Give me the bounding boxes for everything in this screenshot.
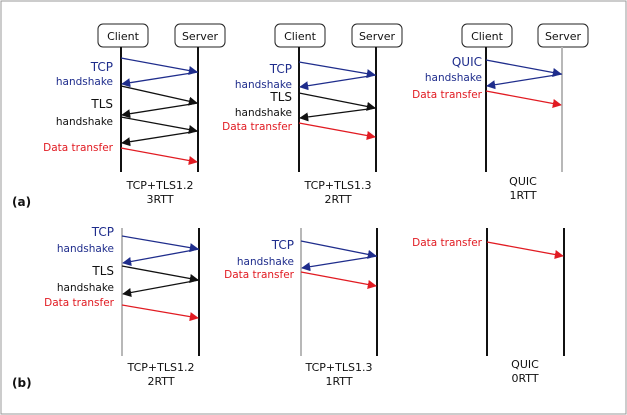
tls-handshake-label: handshake <box>235 107 292 119</box>
tcp-handshake-label: handshake <box>237 256 294 268</box>
server-label: Server <box>359 30 396 43</box>
tls-arrow <box>120 116 198 134</box>
data-transfer-label: Data transfer <box>44 297 115 309</box>
client-label: Client <box>107 30 140 43</box>
tls-arrow <box>121 265 199 283</box>
caption-protocol: TCP+TLS1.3 <box>304 179 372 192</box>
data-transfer-label: Data transfer <box>412 237 483 249</box>
client-label: Client <box>471 30 504 43</box>
tls-handshake-label: handshake <box>57 282 114 294</box>
panel-label-a: (a) <box>12 195 31 209</box>
data-arrow <box>485 90 562 108</box>
tcp-arrow <box>121 235 199 253</box>
tls-label: TLS <box>90 97 113 111</box>
tls-label: TLS <box>91 264 114 278</box>
tls-arrow <box>121 130 199 147</box>
tls-arrow <box>299 107 377 122</box>
tcp-label: TCP <box>269 62 292 76</box>
caption-protocol: TCP+TLS1.2 <box>127 361 195 374</box>
diagram-quic-resumed: Data transfer QUIC 0RTT <box>412 228 565 385</box>
diagram-tcp-tls13-resumed: TCP handshake Data transfer TCP+TLS1.3 1… <box>224 228 378 388</box>
tls-arrow <box>121 102 199 119</box>
caption-rtt: 1RTT <box>325 375 352 388</box>
caption-protocol: TCP+TLS1.2 <box>126 179 194 192</box>
tcp-arrow <box>120 57 198 75</box>
tcp-label: TCP <box>90 60 113 74</box>
quic-label: QUIC <box>452 55 482 69</box>
caption-protocol: QUIC <box>511 358 539 371</box>
quic-handshake-label: handshake <box>425 72 482 84</box>
caption-rtt: 2RTT <box>147 375 174 388</box>
client-label: Client <box>284 30 317 43</box>
quic-arrow <box>486 73 563 90</box>
diagram-tcp-tls13-full: Client Server TCP handshake TLS handshak… <box>222 23 403 206</box>
data-arrow <box>300 271 377 289</box>
tcp-arrow <box>122 248 200 266</box>
server-label: Server <box>182 30 219 43</box>
data-transfer-label: Data transfer <box>224 269 295 281</box>
server-box <box>174 23 226 48</box>
client-box <box>97 23 149 48</box>
data-arrow <box>120 147 198 165</box>
quic-arrow <box>485 59 562 77</box>
diagram-tcp-tls12-full: Client Server TCP handshake TLS handshak… <box>43 23 226 206</box>
caption-rtt: 3RTT <box>146 193 173 206</box>
caption-rtt: 2RTT <box>324 193 351 206</box>
data-arrow <box>121 304 199 322</box>
tcp-arrow <box>301 255 378 272</box>
tcp-handshake-label: handshake <box>235 79 292 91</box>
tcp-label: TCP <box>271 238 294 252</box>
tls-handshake-label: handshake <box>56 116 113 128</box>
data-transfer-label: Data transfer <box>222 121 293 133</box>
diagram-tcp-tls12-resumed: TCP handshake TLS handshake Data transfe… <box>44 225 200 388</box>
tcp-handshake-label: handshake <box>57 243 114 255</box>
data-transfer-label: Data transfer <box>412 89 483 101</box>
tcp-arrow <box>299 74 377 91</box>
tcp-arrow <box>121 71 199 88</box>
tcp-arrow <box>300 240 377 259</box>
data-arrow <box>486 241 564 259</box>
data-transfer-label: Data transfer <box>43 142 114 154</box>
panel-label-b: (b) <box>12 376 32 390</box>
caption-protocol: TCP+TLS1.3 <box>305 361 373 374</box>
tls-arrow <box>298 92 376 111</box>
tcp-arrow <box>298 61 376 79</box>
tls-arrow <box>120 85 198 106</box>
tcp-label: TCP <box>91 225 114 239</box>
tls-label: TLS <box>269 90 292 104</box>
caption-rtt: 1RTT <box>509 189 536 202</box>
tls-arrow <box>122 279 200 297</box>
data-arrow <box>298 122 376 140</box>
tcp-handshake-label: handshake <box>56 76 113 88</box>
diagram-quic-full: Client Server QUIC handshake Data transf… <box>412 23 589 202</box>
caption-protocol: QUIC <box>509 175 537 188</box>
caption-rtt: 0RTT <box>511 372 538 385</box>
server-label: Server <box>545 30 582 43</box>
